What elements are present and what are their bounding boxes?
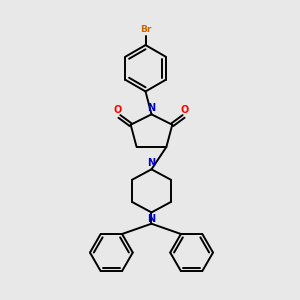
Text: O: O	[181, 105, 189, 115]
Text: N: N	[147, 158, 155, 168]
Text: Br: Br	[140, 25, 151, 34]
Text: N: N	[147, 103, 155, 113]
Text: O: O	[114, 105, 122, 115]
Text: N: N	[147, 214, 155, 224]
